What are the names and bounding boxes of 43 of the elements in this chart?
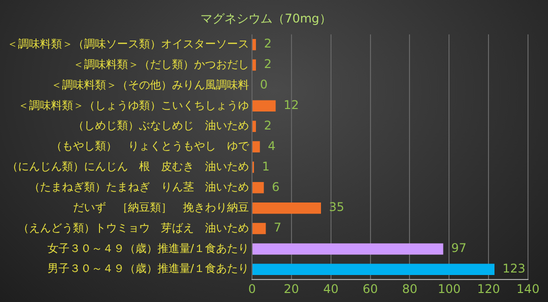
data-label: 0: [260, 78, 268, 92]
data-label: 1: [262, 159, 270, 174]
x-tick-label: 60: [362, 282, 378, 296]
x-tick-label: 80: [402, 282, 418, 296]
bar: [252, 120, 256, 132]
data-label: 2: [264, 36, 272, 51]
y-tick-label: ＜調味料類＞（調味ソース類）オイスターソース: [7, 37, 249, 50]
y-tick-label: 女子３０～４９（歳）推進量/１食あたり: [47, 242, 249, 255]
x-tick-label: 40: [323, 282, 338, 296]
data-label: 12: [284, 98, 299, 112]
bar: [252, 222, 266, 234]
bar: [252, 182, 264, 194]
y-tick-label: （にんじん類）にんじん 根 皮むき 油いため: [7, 160, 249, 174]
data-label: 7: [274, 220, 282, 235]
data-label: 35: [329, 200, 344, 214]
data-label: 2: [264, 118, 272, 132]
y-tick-label: ＜調味料類＞（しょうゆ類）こいくちしょうゆ: [18, 98, 249, 112]
data-label: 123: [502, 262, 526, 276]
bar: [252, 264, 494, 276]
x-tick-label: 20: [284, 282, 300, 296]
bar: [252, 243, 444, 255]
data-label: 97: [451, 241, 467, 256]
y-tick-label: （えんどう類）トウミョウ 芽ばえ 油いため: [18, 221, 249, 234]
data-label: 2: [264, 57, 272, 72]
y-tick-label: だいず ［納豆類］ 挽きわり納豆: [73, 200, 249, 214]
x-tick-label: 100: [438, 282, 461, 296]
y-tick-label: ＜調味料類＞（だし類）かつおだし: [73, 58, 249, 71]
y-tick-label: （もやし類） りょくとうもやし ゆで: [51, 140, 250, 153]
y-tick-label: （たまねぎ類）たまねぎ りん茎 油いため: [29, 180, 249, 194]
data-label: 4: [268, 138, 276, 153]
bar: [252, 39, 256, 50]
bar: [252, 100, 276, 112]
chart-title: マグネシウム（70mg）: [200, 11, 332, 26]
data-label: 6: [272, 180, 280, 194]
y-tick-label: 男子３０～４９（歳）推進量/１食あたり: [47, 262, 249, 276]
y-tick-label: （しめじ類）ぶなしめじ 油いため: [73, 119, 249, 132]
y-tick-label: ＜調味料類＞（その他）みりん風調味料: [51, 78, 249, 92]
x-tick-label: 0: [248, 282, 256, 296]
bar: [252, 141, 260, 152]
x-tick-label: 120: [477, 282, 500, 296]
bar: [252, 59, 256, 71]
bar: [252, 202, 321, 214]
x-tick-label: 140: [516, 282, 540, 296]
